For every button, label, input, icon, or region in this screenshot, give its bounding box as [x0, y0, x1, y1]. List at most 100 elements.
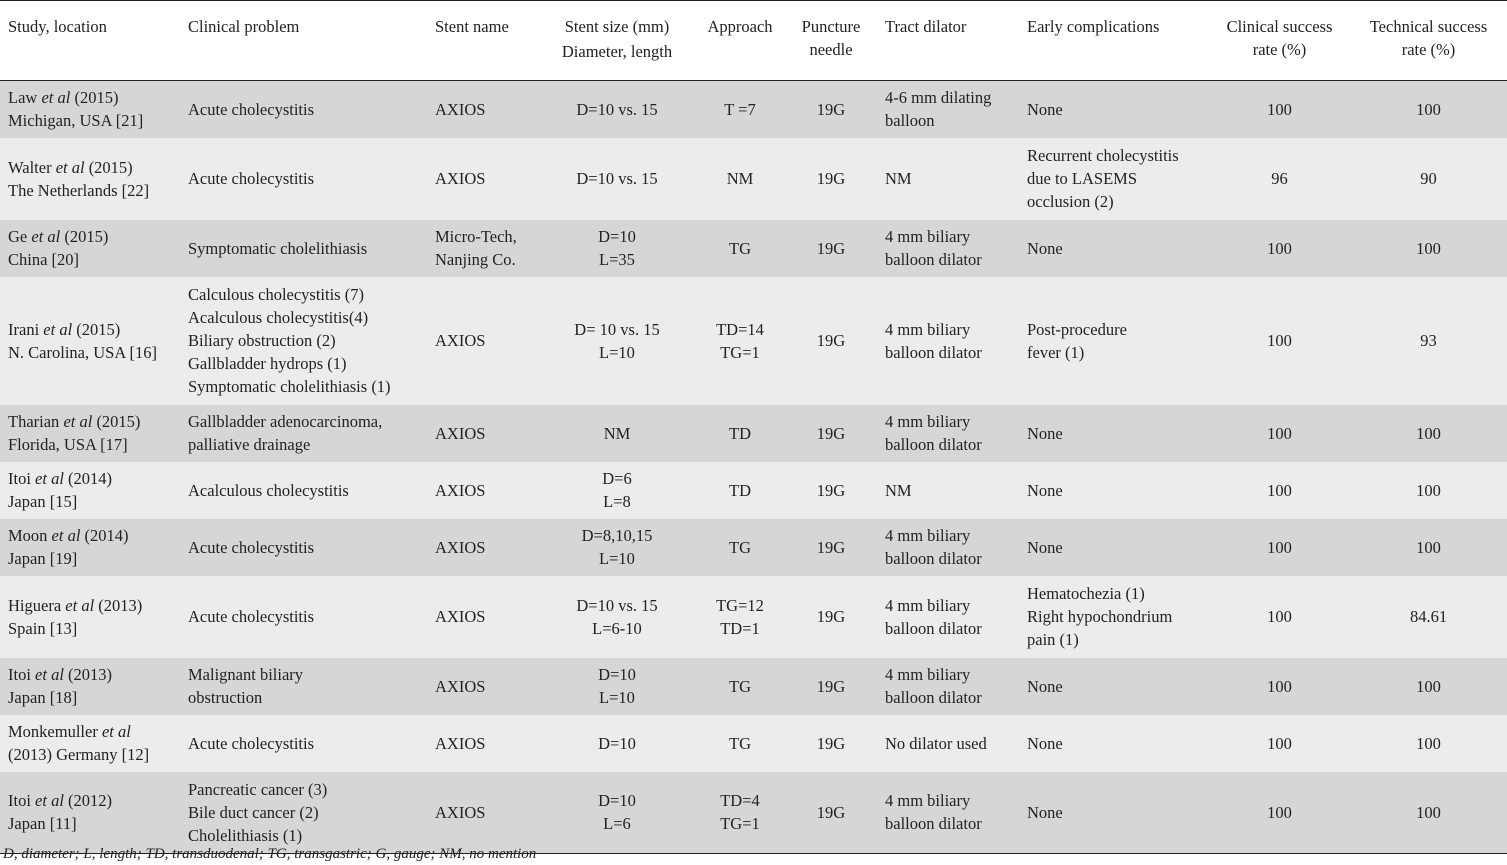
study-author-line: Ge et al (2015): [8, 225, 172, 248]
cell-study: Irani et al (2015) N. Carolina, USA [16]: [0, 276, 180, 405]
study-etal: et al: [43, 319, 73, 339]
cell-study: Tharian et al (2015) Florida, USA [17]: [0, 404, 180, 462]
header-clinical-line2: rate (%): [1252, 40, 1307, 59]
complications-line: None: [1027, 733, 1063, 753]
stent-size-line: D=10 vs. 15: [576, 169, 658, 188]
study-year: (2015): [70, 88, 119, 108]
study-year: (2015): [72, 319, 121, 339]
cell-technical-success: 100: [1350, 657, 1507, 715]
tract-dilator-line: 4 mm biliary: [885, 227, 971, 246]
complications-line: Recurrent cholecystitis: [1027, 146, 1179, 165]
stent-size-line: L=10: [599, 342, 635, 362]
cell-early-complications: None: [1019, 80, 1209, 138]
cell-technical-success: 100: [1350, 461, 1507, 519]
cell-tract-dilator: 4 mm biliary balloon dilator: [877, 404, 1019, 462]
tract-dilator-line: 4 mm biliary: [885, 791, 971, 811]
header-clinical-success: Clinical success rate (%): [1209, 0, 1350, 81]
study-etal: et al: [35, 469, 64, 488]
clinical-problem-line: Calculous cholecystitis (7): [188, 285, 364, 304]
clinical-problem-line: Acute cholecystitis: [188, 537, 315, 557]
study-author-line: Itoi et al (2014): [8, 467, 172, 490]
cell-early-complications: None: [1019, 461, 1209, 519]
clinical-problem-line: Gallbladder adenocarcinoma,: [188, 412, 383, 431]
complications-line: None: [1027, 537, 1063, 557]
header-technical-success: Technical success rate (%): [1350, 0, 1507, 81]
cell-clinical-success: 100: [1209, 771, 1350, 854]
cell-tract-dilator: 4 mm biliary balloon dilator: [877, 771, 1019, 854]
cell-stent-size: D=10 L=35: [539, 219, 695, 277]
clinical-problem-line: Acute cholecystitis: [188, 733, 315, 753]
table-row: Tharian et al (2015) Florida, USA [17] Gal…: [0, 404, 1507, 462]
study-location: Japan [11]: [8, 814, 77, 834]
study-author: Monkemuller: [8, 722, 98, 741]
tract-dilator-line: balloon: [885, 111, 935, 131]
study-location: Spain [13]: [8, 618, 78, 638]
cell-tract-dilator: No dilator used: [877, 714, 1019, 772]
tract-dilator-line: balloon dilator: [885, 618, 982, 638]
complications-line: None: [1027, 238, 1063, 258]
tract-dilator-line: balloon dilator: [885, 688, 982, 707]
study-location: Michigan, USA [21]: [8, 111, 144, 131]
cell-early-complications: None: [1019, 518, 1209, 576]
approach-line: TG=1: [720, 814, 760, 834]
study-location: (2013) Germany [12]: [8, 745, 150, 764]
cell-stent-size: D=8,10,15 L=10: [539, 518, 695, 576]
cell-early-complications: None: [1019, 404, 1209, 462]
tract-dilator-line: NM: [885, 480, 912, 500]
stent-name-line: AXIOS: [435, 537, 486, 557]
stent-name-line: AXIOS: [435, 676, 486, 696]
study-etal: et al: [31, 227, 61, 246]
table-body: Law et al (2015) Michigan, USA [21] Acute …: [0, 80, 1507, 854]
cell-clinical-problem: Acute cholecystitis: [180, 137, 427, 220]
complications-line: fever (1): [1027, 342, 1085, 362]
stent-size-line: D=10 vs. 15: [576, 99, 658, 119]
study-author: Walter: [8, 157, 52, 177]
study-author-line: Law et al (2015): [8, 86, 172, 109]
cell-stent-size: D=10 vs. 15: [539, 80, 695, 138]
cell-early-complications: None: [1019, 714, 1209, 772]
study-author-line: Irani et al (2015): [8, 318, 172, 341]
cell-clinical-success: 100: [1209, 404, 1350, 462]
cell-clinical-success: 100: [1209, 575, 1350, 658]
tract-dilator-line: balloon dilator: [885, 549, 982, 568]
cell-tract-dilator: 4 mm biliary balloon dilator: [877, 219, 1019, 277]
clinical-problem-line: Pancreatic cancer (3): [188, 779, 328, 799]
cell-tract-dilator: 4 mm biliary balloon dilator: [877, 518, 1019, 576]
study-year: (2015): [60, 227, 109, 246]
header-study: Study, location: [0, 0, 180, 81]
table-row: Irani et al (2015) N. Carolina, USA [16] C…: [0, 276, 1507, 405]
cell-technical-success: 100: [1350, 80, 1507, 138]
cell-puncture-needle: 19G: [785, 137, 877, 220]
tract-dilator-line: 4 mm biliary: [885, 665, 971, 684]
stent-name-line: AXIOS: [435, 99, 486, 119]
cell-early-complications: None: [1019, 771, 1209, 854]
cell-stent-name: AXIOS: [427, 404, 539, 462]
cell-technical-success: 100: [1350, 404, 1507, 462]
cell-puncture-needle: 19G: [785, 461, 877, 519]
approach-line: TG: [729, 238, 751, 258]
stent-size-line: L=8: [603, 492, 631, 511]
study-author-line: Walter et al (2015): [8, 156, 172, 179]
table-row: Law et al (2015) Michigan, USA [21] Acute …: [0, 80, 1507, 138]
cell-clinical-problem: Malignant biliary obstruction: [180, 657, 427, 715]
header-early-complications: Early complications: [1019, 0, 1209, 81]
header-stent-size-line2: Diameter, length: [561, 42, 673, 61]
table-header: Study, location Clinical problem Stent n…: [0, 0, 1507, 81]
study-author-line: Itoi et al (2013): [8, 663, 172, 686]
study-author: Law: [8, 88, 38, 108]
clinical-problem-line: Cholelithiasis (1): [188, 825, 303, 845]
header-clinical-line1: Clinical success: [1226, 17, 1333, 36]
study-year: (2015): [84, 157, 133, 177]
stent-name-line: AXIOS: [435, 169, 486, 188]
approach-line: TD=14: [716, 319, 764, 339]
header-clinical-problem: Clinical problem: [180, 0, 427, 81]
cell-puncture-needle: 19G: [785, 276, 877, 405]
stent-size-line: D= 10 vs. 15: [574, 319, 660, 339]
clinical-problem-line: Acute cholecystitis: [188, 99, 315, 119]
complications-line: None: [1027, 99, 1063, 119]
cell-stent-name: AXIOS: [427, 137, 539, 220]
stent-size-line: D=10: [598, 733, 636, 753]
cell-early-complications: Recurrent cholecystitis due to LASEMS occl…: [1019, 137, 1209, 220]
cell-clinical-problem: Acute cholecystitis: [180, 518, 427, 576]
